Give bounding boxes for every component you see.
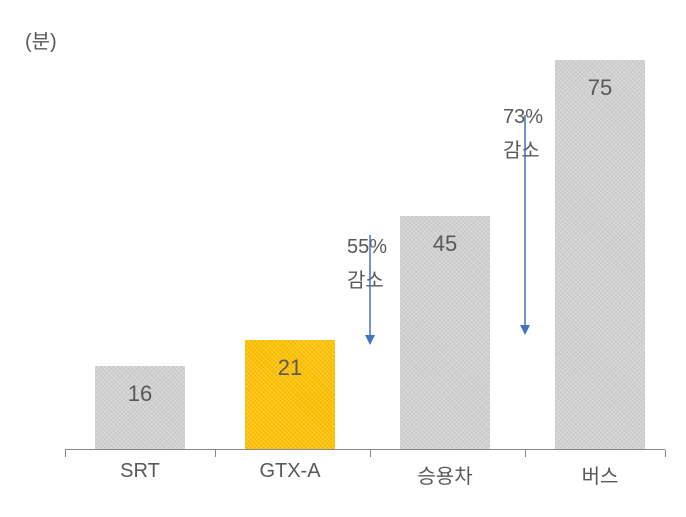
x-label-SRT: SRT xyxy=(65,460,215,483)
y-axis-label: (분) xyxy=(25,25,57,54)
x-tick xyxy=(65,450,66,457)
down-arrow-1 xyxy=(515,115,535,337)
x-label-GTX-A: GTX-A xyxy=(215,460,365,483)
x-label-버스: 버스 xyxy=(525,460,675,489)
x-tick xyxy=(370,450,371,457)
bar-value-버스: 75 xyxy=(555,75,645,101)
bar-value-GTX-A: 21 xyxy=(245,355,335,381)
bar-승용차: 45 xyxy=(400,216,490,449)
bar-SRT: 16 xyxy=(95,366,185,449)
down-arrow-0 xyxy=(360,235,380,347)
bar-chart: (분) 16214575 SRTGTX-A승용차버스55%감소73%감소 xyxy=(20,10,670,500)
x-tick xyxy=(665,450,666,457)
x-label-승용차: 승용차 xyxy=(370,460,520,489)
x-tick xyxy=(215,450,216,457)
bar-GTX-A: 21 xyxy=(245,340,335,449)
bar-value-SRT: 16 xyxy=(95,381,185,407)
bar-value-승용차: 45 xyxy=(400,231,490,257)
x-tick xyxy=(525,450,526,457)
bar-버스: 75 xyxy=(555,60,645,449)
